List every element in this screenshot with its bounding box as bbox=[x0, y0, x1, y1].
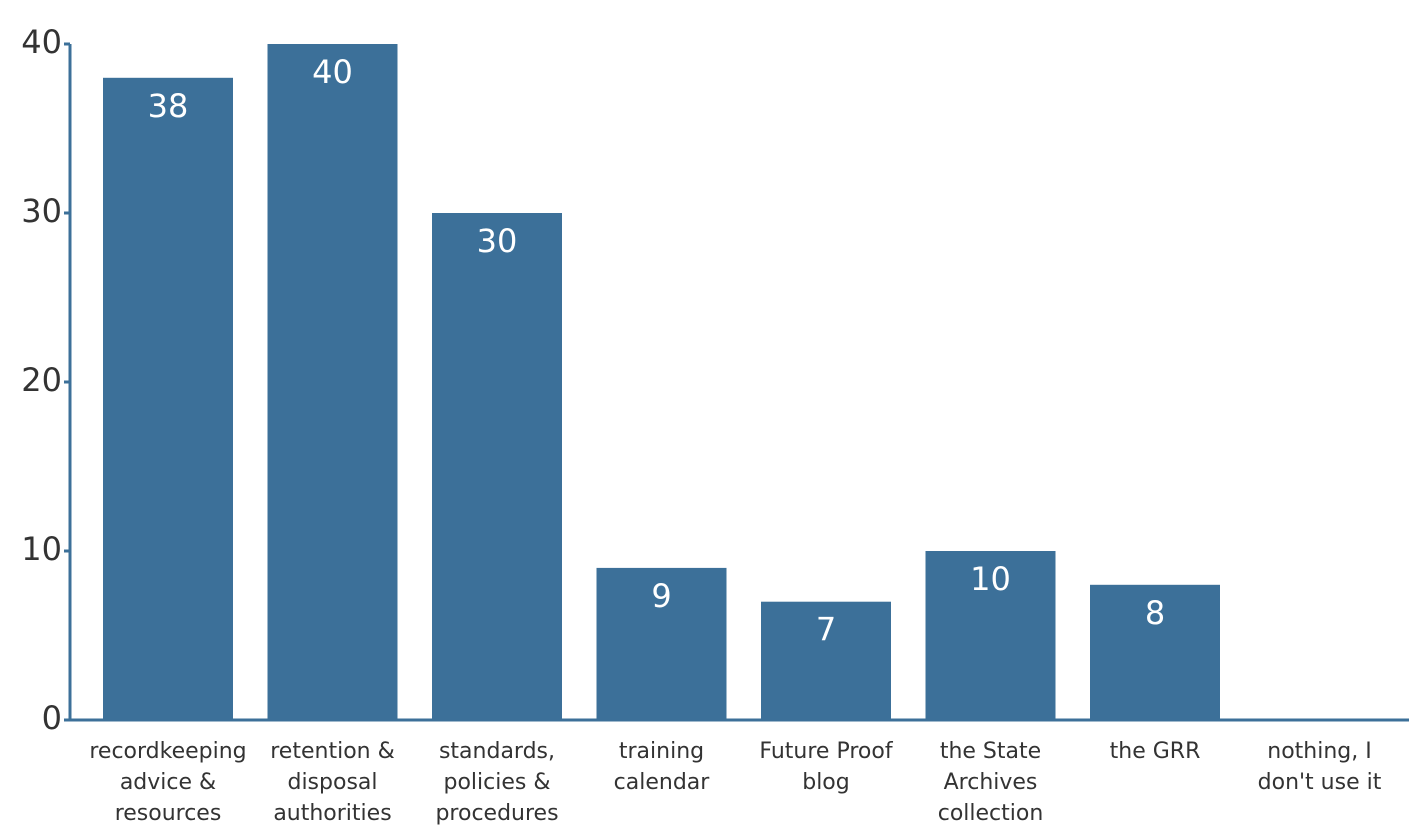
value-label: 38 bbox=[148, 87, 189, 125]
y-tick-label: 10 bbox=[21, 530, 62, 568]
x-tick-label: recordkeeping advice & resources bbox=[89, 739, 246, 826]
bar bbox=[596, 567, 727, 720]
bar bbox=[103, 77, 233, 721]
y-tick-label: 0 bbox=[42, 699, 62, 737]
bar bbox=[761, 601, 891, 720]
value-label: 8 bbox=[1145, 594, 1165, 632]
x-tick-label: standards, policies & procedures bbox=[435, 739, 558, 826]
value-label: 7 bbox=[816, 611, 836, 649]
x-tick-label: the GRR bbox=[1110, 739, 1201, 764]
x-tick-label: retention & disposal authorities bbox=[270, 739, 395, 826]
x-tick-label: the State Archives collection bbox=[938, 739, 1044, 826]
value-label: 9 bbox=[651, 577, 671, 615]
y-tick-label: 20 bbox=[21, 361, 62, 399]
bar bbox=[925, 551, 1056, 720]
x-tick-label: Future Proof blog bbox=[759, 739, 893, 795]
value-label: 40 bbox=[312, 53, 353, 91]
y-tick-label: 30 bbox=[21, 192, 62, 230]
x-tick-label: training calendar bbox=[614, 739, 711, 795]
bar bbox=[267, 44, 398, 720]
value-label: 30 bbox=[477, 222, 518, 260]
value-label: 10 bbox=[970, 560, 1011, 598]
bar bbox=[1090, 584, 1220, 720]
y-tick-label: 40 bbox=[21, 23, 62, 61]
bar bbox=[432, 213, 562, 720]
